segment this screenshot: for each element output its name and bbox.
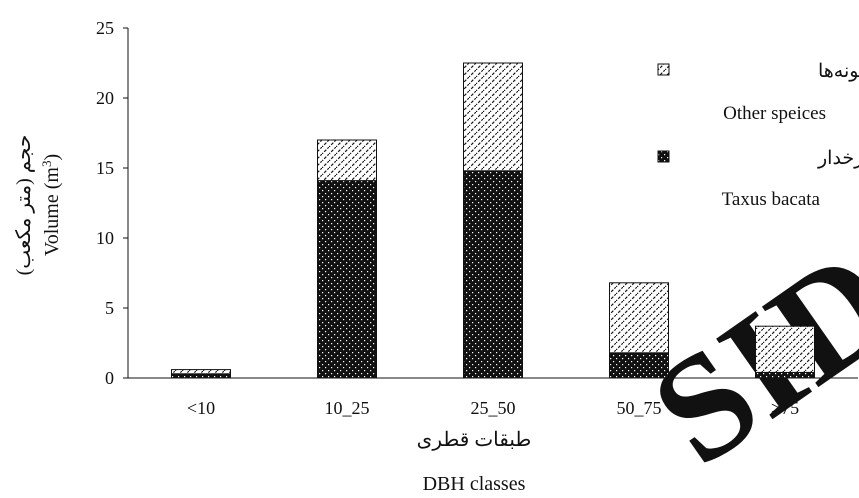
bar-segment (171, 369, 231, 375)
x-tick-label: 25_50 (471, 398, 516, 418)
x-tick-label: 50_75 (617, 398, 662, 418)
legend-label-taxus-en: Taxus bacata (722, 189, 821, 210)
y-tick-label: 15 (96, 158, 114, 178)
bar-segment (463, 170, 523, 379)
y-tick-label: 5 (105, 298, 114, 318)
legend-label-other-species-fa: سایر گونه‌ها (818, 59, 859, 82)
y-axis-title-en-main: Volume (m (41, 167, 63, 257)
y-tick-label: 25 (96, 18, 114, 38)
y-axis-title-en: Volume (m3) (39, 154, 63, 256)
plot-area: 0 5 10 15 20 25 <10 10_25 25_50 50_75 >75 (96, 18, 815, 418)
bar-segment (609, 352, 669, 379)
y-axis-title-fa: حجم (متر مکعب) (13, 135, 35, 276)
y-axis-title-en-sup: 3 (39, 161, 54, 168)
legend-swatch-taxus (657, 150, 670, 163)
bar-segment (463, 62, 523, 172)
x-axis-title-en: DBH classes (423, 473, 526, 495)
y-tick-label: 0 (105, 368, 114, 388)
y-tick-label: 10 (96, 228, 114, 248)
bar-segment (171, 373, 231, 379)
bar-segment (755, 371, 815, 379)
y-tick-label: 20 (96, 88, 114, 108)
x-tick-label: >75 (771, 398, 799, 418)
bar-segment (609, 282, 669, 354)
bar-segment (755, 325, 815, 373)
legend-label-taxus-fa: سرخدار (817, 148, 859, 169)
legend: سایر گونه‌ها Other speices سرخدار Taxus … (657, 59, 859, 210)
x-axis-title-fa: طبقات قطری (417, 429, 532, 451)
bar-segment (317, 180, 377, 379)
bar-segment (317, 139, 377, 182)
legend-swatch-other-species (657, 63, 670, 76)
legend-label-other-species-en: Other speices (723, 103, 826, 124)
x-tick-label: <10 (187, 398, 215, 418)
y-axis-title-en-close: ) (41, 154, 63, 161)
x-tick-label: 10_25 (325, 398, 370, 418)
